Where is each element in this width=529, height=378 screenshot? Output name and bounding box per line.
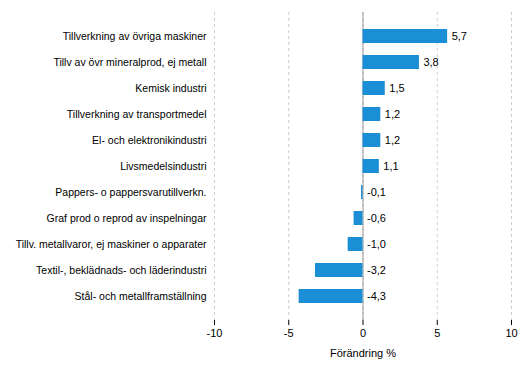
- svg-text:Tillverkning av övriga maskine: Tillverkning av övriga maskiner: [63, 30, 207, 42]
- svg-text:-3,2: -3,2: [367, 264, 386, 276]
- svg-text:-1,0: -1,0: [367, 238, 386, 250]
- svg-text:5: 5: [434, 327, 440, 339]
- svg-text:Förändring %: Förändring %: [330, 347, 396, 359]
- svg-text:Kemisk industri: Kemisk industri: [135, 82, 206, 94]
- svg-text:1,1: 1,1: [383, 160, 398, 172]
- svg-text:5,7: 5,7: [452, 30, 467, 42]
- svg-text:10: 10: [505, 327, 517, 339]
- svg-text:1,2: 1,2: [385, 108, 400, 120]
- svg-text:El- och elektronikindustri: El- och elektronikindustri: [92, 134, 206, 146]
- svg-text:Tillv. metallvaror, ej maskine: Tillv. metallvaror, ej maskiner o appara…: [16, 238, 207, 250]
- svg-text:-10: -10: [207, 327, 223, 339]
- svg-text:Textil-, beklädnads- och läder: Textil-, beklädnads- och läderindustri: [36, 264, 206, 276]
- svg-text:Tillverkning av transportmedel: Tillverkning av transportmedel: [67, 108, 207, 120]
- svg-text:Livsmedelsindustri: Livsmedelsindustri: [120, 160, 206, 172]
- svg-text:Stål- och metallframställning: Stål- och metallframställning: [75, 290, 207, 302]
- svg-text:-5: -5: [284, 327, 294, 339]
- svg-text:1,5: 1,5: [389, 82, 404, 94]
- svg-text:-0,1: -0,1: [367, 186, 386, 198]
- svg-text:Pappers- o pappersvarutillverk: Pappers- o pappersvarutillverkn.: [55, 186, 206, 198]
- svg-text:Graf prod o reprod av inspelni: Graf prod o reprod av inspelningar: [47, 212, 207, 224]
- svg-text:-4,3: -4,3: [367, 290, 386, 302]
- svg-text:3,8: 3,8: [423, 56, 438, 68]
- svg-text:Tillv av övr mineralprod, ej m: Tillv av övr mineralprod, ej metall: [53, 56, 206, 68]
- svg-text:1,2: 1,2: [385, 134, 400, 146]
- svg-text:0: 0: [360, 327, 366, 339]
- svg-text:-0,6: -0,6: [367, 212, 386, 224]
